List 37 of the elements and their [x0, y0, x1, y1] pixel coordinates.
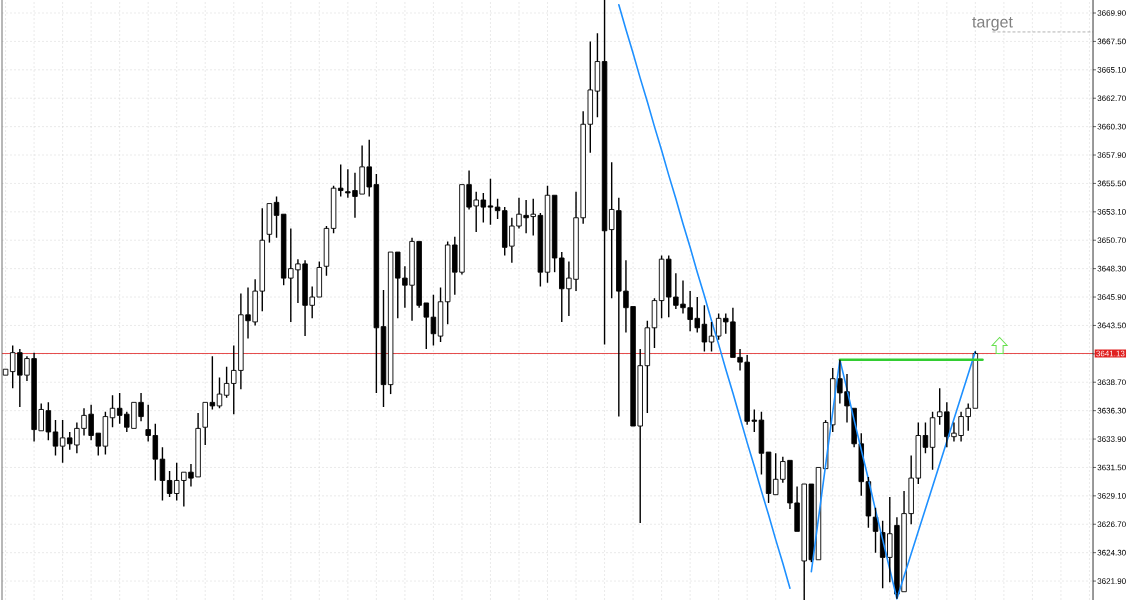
y-tick-label: 3665.10: [1097, 66, 1126, 73]
candlestick: [758, 411, 765, 476]
y-tick-label: 3645.90: [1097, 294, 1126, 300]
candlestick: [601, 0, 608, 346]
y-tick-label: 3626.70: [1097, 521, 1126, 528]
y-tick-label: 3643.50: [1097, 322, 1126, 329]
y-tick-label: 3621.90: [1097, 578, 1126, 584]
candlestick: [929, 411, 936, 471]
y-tick-label: 3648.30: [1097, 265, 1126, 272]
candlestick: [487, 177, 494, 226]
ref-line-label: target: [972, 17, 1013, 31]
candlestick: [159, 446, 166, 502]
candlestick: [52, 419, 59, 457]
y-tick-label: 3636.30: [1097, 407, 1126, 414]
candlestick: [380, 289, 387, 408]
y-tick-label: 3662.70: [1097, 95, 1126, 102]
candlestick: [437, 286, 444, 343]
y-tick-label: 3655.50: [1097, 180, 1126, 187]
candlestick: [544, 185, 551, 284]
candlestick: [2, 368, 9, 376]
y-tick-label: 3633.90: [1097, 436, 1126, 442]
y-tick-label: 3657.90: [1097, 152, 1126, 158]
y-tick-label: 3650.70: [1097, 237, 1126, 244]
y-tick-label: 3629.10: [1097, 493, 1126, 499]
candlestick: [216, 376, 223, 409]
ref-line-label: 3641.13: [1096, 350, 1125, 357]
y-tick-label: 3653.10: [1097, 209, 1126, 215]
y-tick-label: 3631.50: [1097, 464, 1126, 471]
candlestick: [273, 195, 280, 239]
y-tick-label: 3638.70: [1097, 379, 1126, 386]
y-tick-label: 3667.50: [1097, 38, 1126, 45]
y-tick-label: 3624.30: [1097, 549, 1126, 556]
y-tick-label: 3660.30: [1097, 123, 1126, 130]
candlestick: [708, 321, 715, 353]
candlestick: [651, 297, 658, 349]
y-tick-label: 3669.90: [1097, 10, 1126, 16]
candlestick: [922, 421, 929, 454]
